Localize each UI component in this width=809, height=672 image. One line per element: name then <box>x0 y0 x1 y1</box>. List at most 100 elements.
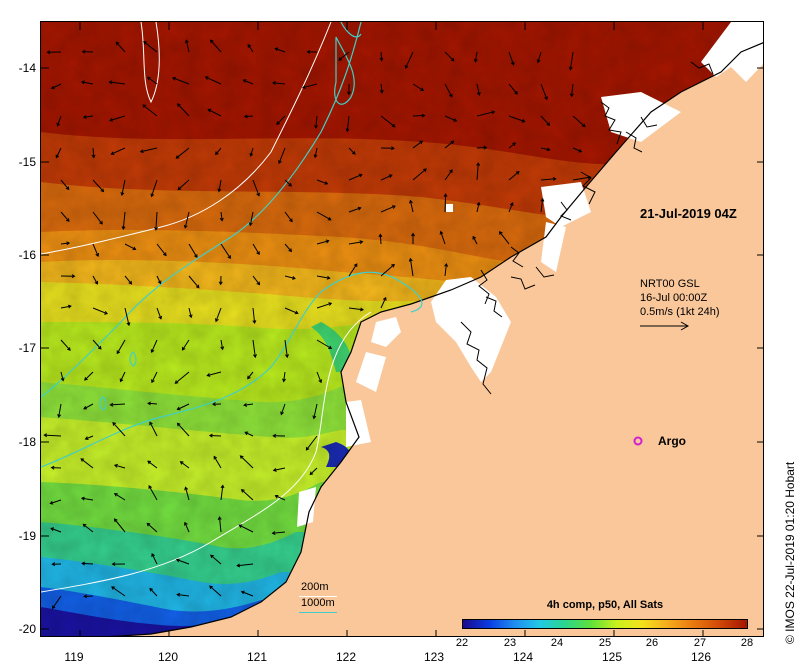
current-vector-head <box>50 527 55 532</box>
current-vector <box>540 147 550 151</box>
current-vector-head <box>568 66 573 71</box>
current-vector <box>140 147 158 153</box>
current-vector-head <box>499 231 503 235</box>
map-area[interactable] <box>40 21 764 637</box>
current-vector-head <box>208 433 213 438</box>
isobath-200m <box>41 22 372 593</box>
current-vector <box>273 467 286 471</box>
current-vector <box>122 211 126 230</box>
current-vector-head <box>175 558 180 563</box>
current-vector-head <box>227 255 231 259</box>
current-vector <box>92 179 104 192</box>
current-vector-head <box>219 217 224 222</box>
current-vector-head <box>51 562 56 567</box>
current-vector <box>444 51 455 62</box>
current-vector <box>348 147 356 155</box>
current-vector <box>316 371 322 383</box>
current-vector-head <box>325 239 330 244</box>
current-vector <box>112 422 126 437</box>
current-vector-head <box>280 411 284 416</box>
current-vector-head <box>91 154 96 159</box>
current-vector-head <box>256 251 260 256</box>
current-vector-head <box>206 373 211 377</box>
current-vector-head <box>218 281 223 286</box>
x-tick-label: 120 <box>157 650 179 664</box>
current-vector-head <box>99 220 103 225</box>
current-vector <box>284 211 293 222</box>
current-vector-head <box>65 186 70 191</box>
current-vector <box>275 495 286 501</box>
current-vector <box>92 147 95 158</box>
current-vector <box>508 142 516 149</box>
current-vector-head <box>80 80 85 85</box>
current-vector <box>380 264 395 277</box>
current-vector-head <box>80 496 85 501</box>
current-vector <box>215 307 222 322</box>
current-vector-head <box>195 284 200 289</box>
current-vector-head <box>476 162 481 166</box>
colorbar-label: 24 <box>550 637 564 649</box>
current-vector-head <box>544 96 548 101</box>
argo-marker[interactable] <box>633 436 643 446</box>
colorbar-label: 27 <box>693 637 707 649</box>
isobath-1000m-label: 1000m <box>301 597 335 609</box>
current-vector-head <box>215 151 219 156</box>
current-vector <box>147 460 158 469</box>
current-vector <box>50 499 62 504</box>
current-vector <box>151 339 158 353</box>
current-vector <box>92 339 102 350</box>
current-vector <box>60 305 71 309</box>
current-vector <box>276 115 286 125</box>
current-vector-head <box>111 562 116 567</box>
current-vector <box>572 115 586 127</box>
current-vector-head <box>81 49 86 54</box>
current-vector-head <box>443 193 448 197</box>
current-vector <box>92 275 98 285</box>
current-vector-head <box>306 49 311 54</box>
current-vector-head <box>248 222 253 227</box>
current-vector-head <box>142 104 147 109</box>
current-scale-arrow <box>640 321 690 331</box>
current-vector <box>209 585 222 597</box>
current-vector <box>177 594 190 597</box>
current-vector-head <box>146 522 151 527</box>
current-vector <box>83 403 94 410</box>
colorbar-label: 23 <box>503 637 517 649</box>
current-vector-head <box>240 590 245 595</box>
current-vector <box>111 586 126 597</box>
current-vector-head <box>50 465 55 470</box>
current-vector <box>124 243 136 250</box>
current-vector <box>148 402 158 405</box>
current-vector-head <box>55 154 60 159</box>
current-vector-head <box>209 585 213 590</box>
current-vector <box>316 240 329 245</box>
current-vector-head <box>515 170 520 175</box>
isobath-1000m-swatch <box>299 612 337 613</box>
current-vector-head <box>247 375 251 380</box>
current-vector-head <box>392 205 396 209</box>
current-vector-head <box>174 380 179 384</box>
current-vector-head <box>240 488 245 493</box>
current-vector-head <box>357 206 362 211</box>
current-vector-head <box>83 405 88 410</box>
current-vector-head <box>147 460 152 465</box>
current-vector <box>316 339 332 349</box>
current-vector <box>380 205 396 213</box>
current-vector-head <box>82 115 87 119</box>
current-vector <box>476 147 487 149</box>
cloud-mask <box>297 22 763 527</box>
current-vector <box>476 83 480 96</box>
current-vector-head <box>391 146 395 151</box>
currents-scale-label: 0.5m/s (1kt 24h) <box>640 306 720 318</box>
current-vector <box>149 421 158 437</box>
current-vector <box>185 40 190 53</box>
current-vector-head <box>50 85 55 90</box>
current-vector-head <box>404 65 409 69</box>
current-vector-head <box>46 50 51 55</box>
current-vector <box>409 200 414 213</box>
current-vector-head <box>181 346 186 351</box>
current-vector <box>444 194 447 213</box>
current-vector-head <box>338 57 343 61</box>
current-vector <box>348 174 363 181</box>
current-vector-head <box>204 76 209 80</box>
